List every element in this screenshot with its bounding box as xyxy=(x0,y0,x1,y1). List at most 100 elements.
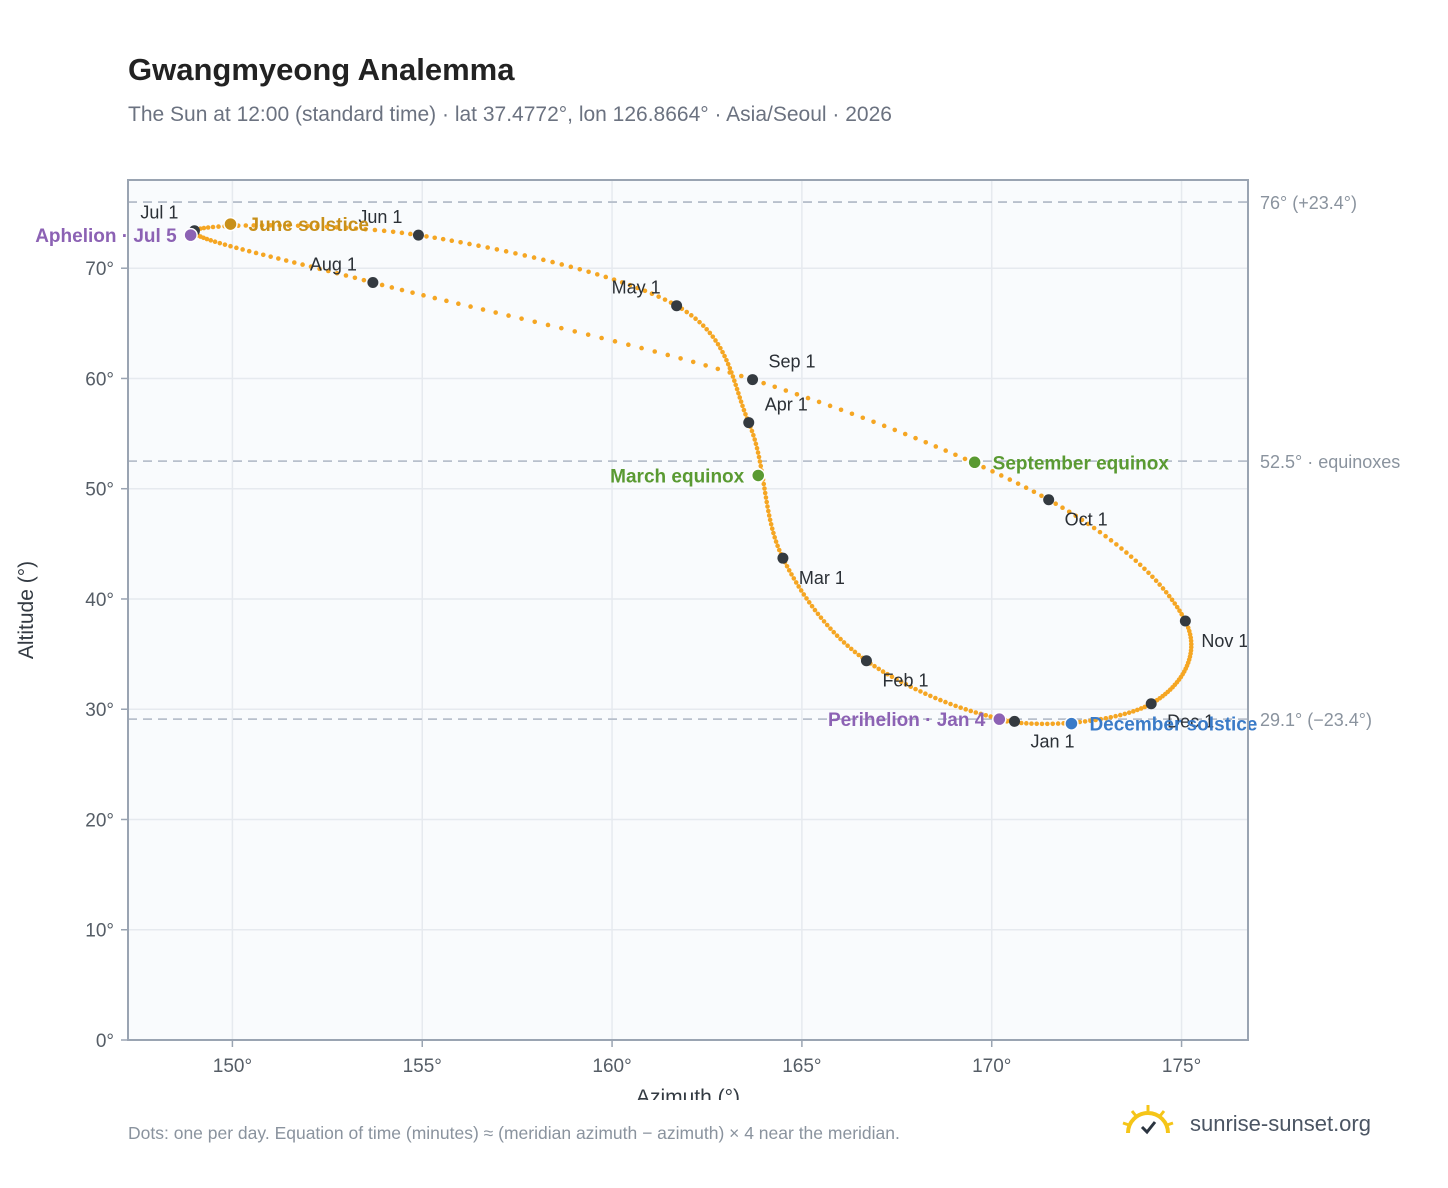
daily-dot xyxy=(845,643,850,649)
daily-dot xyxy=(848,646,854,652)
daily-dot xyxy=(444,298,449,304)
daily-dot xyxy=(611,277,617,282)
daily-dot xyxy=(1034,721,1040,727)
daily-dot xyxy=(724,357,729,363)
event-markers: June solstice December solstice March equi… xyxy=(35,215,1257,735)
reference-lines: 76° (+23.4°) 52.5° · equinoxes 29.1° (−23.… xyxy=(128,193,1400,730)
daily-dot xyxy=(690,359,696,365)
daily-dot xyxy=(913,686,918,692)
month-marker-label: Jan 1 xyxy=(1031,731,1075,751)
daily-dot xyxy=(599,335,604,341)
daily-dot xyxy=(559,262,565,267)
daily-dot xyxy=(831,629,837,635)
daily-dot xyxy=(948,701,953,707)
daily-dot xyxy=(998,473,1004,478)
month-marker xyxy=(1179,615,1191,627)
daily-dot xyxy=(485,245,490,250)
daily-dot xyxy=(923,691,928,696)
daily-dot xyxy=(943,699,948,705)
event-label: December solstice xyxy=(1089,715,1257,736)
month-marker-label: Jul 1 xyxy=(140,203,178,223)
daily-dot xyxy=(449,238,455,243)
daily-dot xyxy=(968,708,974,714)
daily-dot xyxy=(776,547,782,553)
daily-dot xyxy=(715,366,721,372)
brand-logo[interactable]: sunrise-sunset.org xyxy=(1120,1103,1400,1147)
daily-dot xyxy=(314,224,320,229)
daily-dot xyxy=(1050,721,1056,727)
daily-dot xyxy=(762,486,767,491)
daily-dot xyxy=(763,495,769,500)
daily-dot xyxy=(456,301,461,307)
daily-dot xyxy=(933,695,938,701)
reference-line-label: 29.1° (−23.4°) xyxy=(1260,710,1372,730)
daily-dot xyxy=(1188,641,1194,647)
daily-dot xyxy=(1142,566,1147,572)
daily-dot xyxy=(801,592,807,597)
daily-dot xyxy=(1150,574,1155,580)
daily-dot xyxy=(363,226,368,232)
daily-dot xyxy=(1128,554,1134,559)
daily-dot xyxy=(766,508,771,514)
daily-dot xyxy=(756,454,762,460)
daily-dot xyxy=(943,448,948,453)
daily-dot xyxy=(1179,611,1184,617)
daily-dot xyxy=(794,391,800,397)
month-marker xyxy=(1043,494,1055,506)
daily-dot xyxy=(962,456,968,462)
daily-dot xyxy=(204,236,210,242)
plot-area xyxy=(128,180,1248,1040)
daily-dot xyxy=(308,264,314,269)
month-marker xyxy=(743,417,755,429)
daily-dot xyxy=(738,373,744,379)
x-axis-label: Azimuth (°) xyxy=(636,1086,740,1100)
x-tick-label: 160° xyxy=(592,1056,631,1077)
daily-dot xyxy=(1103,715,1109,721)
daily-dot xyxy=(639,345,644,351)
daily-dot xyxy=(736,390,741,396)
daily-dot xyxy=(953,703,958,709)
daily-dot xyxy=(1163,590,1169,595)
month-marker-label: Oct 1 xyxy=(1065,510,1108,530)
daily-dot xyxy=(703,363,708,368)
plot-frame xyxy=(127,179,1249,1041)
daily-dot xyxy=(769,526,775,531)
y-tick-label: 20° xyxy=(85,810,114,831)
daily-dot xyxy=(871,419,876,425)
daily-dot xyxy=(913,435,918,441)
daily-dot xyxy=(550,259,555,265)
y-tick-label: 10° xyxy=(85,921,114,942)
daily-dot xyxy=(480,307,486,312)
daily-dot xyxy=(771,530,776,536)
daily-dot xyxy=(234,245,239,251)
daily-dot xyxy=(1138,706,1144,711)
event-marker xyxy=(992,711,1007,727)
daily-dot xyxy=(963,707,969,712)
month-marker-label: Feb 1 xyxy=(882,671,928,691)
daily-dot xyxy=(718,345,723,351)
daily-dot xyxy=(981,464,986,470)
daily-dot xyxy=(838,636,843,642)
event-marker xyxy=(1064,716,1079,731)
daily-dot xyxy=(765,504,770,509)
daily-dot xyxy=(642,288,648,294)
daily-dot xyxy=(212,239,218,245)
daily-dot xyxy=(894,677,899,682)
daily-dot xyxy=(408,231,413,237)
daily-dot xyxy=(928,693,933,699)
daily-dot xyxy=(253,250,259,256)
daily-dot xyxy=(1066,509,1072,515)
event-marker xyxy=(750,468,766,483)
daily-dot xyxy=(1122,711,1128,717)
daily-dot xyxy=(656,294,661,299)
daily-dot xyxy=(684,309,690,315)
daily-dot xyxy=(1019,720,1024,726)
daily-dot xyxy=(761,481,767,487)
daily-dot xyxy=(798,588,804,593)
daily-dot xyxy=(1098,716,1104,722)
month-marker-label: Aug 1 xyxy=(310,255,357,275)
daily-dot xyxy=(805,395,811,401)
daily-dot xyxy=(399,230,405,236)
axis-ticks: 150° 155° 160° 165° 170° 175° 0° 10° 20° 30° 40° 50… xyxy=(85,259,1201,1077)
daily-dot xyxy=(1131,709,1136,714)
